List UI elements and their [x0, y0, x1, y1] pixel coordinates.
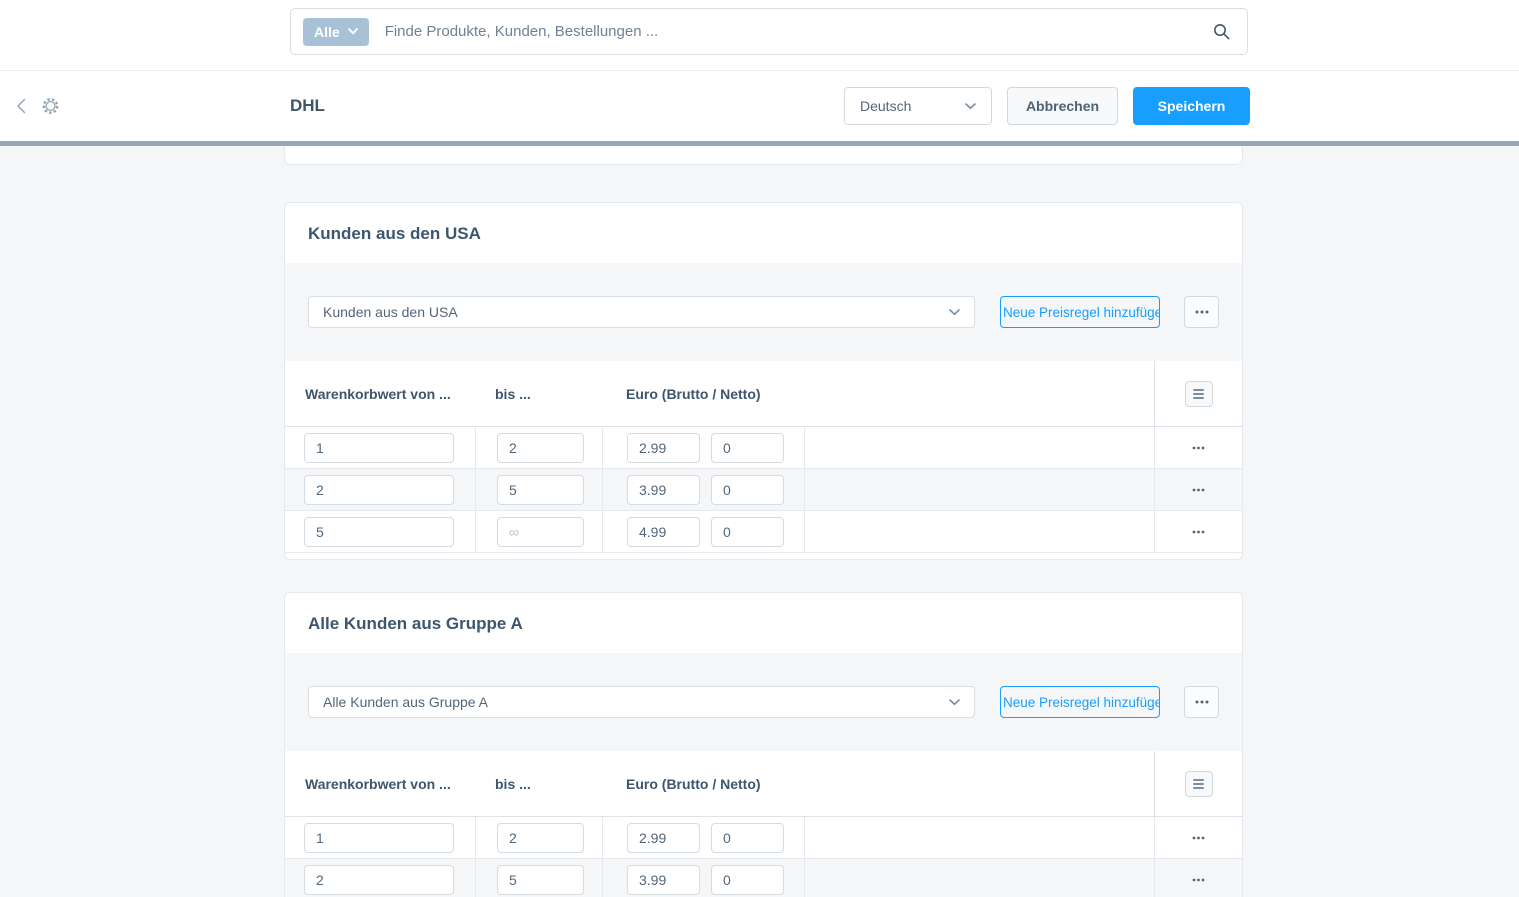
card-title: Alle Kunden aus Gruppe A: [308, 614, 523, 633]
price-matrix-card-gruppe-a: Alle Kunden aus Gruppe A Alle Kunden aus…: [284, 592, 1243, 897]
row-context-menu-button[interactable]: [1186, 524, 1211, 540]
cart-value-from-input[interactable]: [304, 474, 454, 505]
ellipsis-icon: [1192, 836, 1205, 840]
rule-select[interactable]: Kunden aus den USA: [308, 296, 975, 328]
page-title: DHL: [290, 96, 325, 115]
price-net-input[interactable]: [711, 516, 784, 547]
row-context-menu-button[interactable]: [1186, 830, 1211, 846]
cart-value-to-input[interactable]: [497, 474, 584, 505]
add-price-rule-button[interactable]: Neue Preisregel hinzufügen: [1000, 296, 1160, 328]
table-row: [285, 427, 1242, 469]
language-select[interactable]: Deutsch: [844, 87, 992, 125]
price-net-input[interactable]: [711, 432, 784, 463]
column-header-price: Euro (Brutto / Netto): [626, 385, 761, 402]
rule-select-value: Kunden aus den USA: [323, 304, 458, 320]
price-gross-input[interactable]: [627, 474, 700, 505]
hamburger-icon: [1193, 388, 1204, 399]
hamburger-icon: [1193, 778, 1204, 789]
cart-value-to-input[interactable]: [497, 432, 584, 463]
chevron-down-icon: [965, 102, 976, 110]
ellipsis-icon: [1192, 446, 1205, 450]
search-icon[interactable]: [1213, 23, 1230, 40]
price-gross-input[interactable]: [627, 516, 700, 547]
table-row: [285, 817, 1242, 859]
ellipsis-icon: [1192, 878, 1205, 882]
language-select-value: Deutsch: [860, 98, 912, 114]
rule-select-value: Alle Kunden aus Gruppe A: [323, 694, 489, 710]
grid-header: Warenkorbwert von ... bis ... Euro (Brut…: [285, 751, 1242, 817]
price-gross-input[interactable]: [627, 864, 700, 895]
back-button[interactable]: [14, 98, 29, 115]
ellipsis-icon: [1195, 700, 1209, 704]
add-price-rule-button[interactable]: Neue Preisregel hinzufügen: [1000, 686, 1160, 718]
card-toolbar: Alle Kunden aus Gruppe A Neue Preisregel…: [285, 653, 1242, 751]
table-row: [285, 859, 1242, 897]
table-row: [285, 511, 1242, 553]
column-header-to: bis ...: [495, 775, 531, 792]
page-content: Kunden aus den USA Kunden aus den USA Ne…: [0, 146, 1519, 897]
ellipsis-icon: [1192, 488, 1205, 492]
chevron-down-icon: [347, 28, 358, 35]
price-matrix-card-usa: Kunden aus den USA Kunden aus den USA Ne…: [284, 202, 1243, 560]
grid-body: [285, 817, 1242, 897]
topbar: Alle: [0, 0, 1519, 71]
column-settings-button[interactable]: [1184, 770, 1213, 797]
search-input[interactable]: [384, 23, 1213, 40]
cart-value-from-input[interactable]: [304, 516, 454, 547]
column-header-price: Euro (Brutto / Netto): [626, 775, 761, 792]
cancel-button[interactable]: Abbrechen: [1007, 87, 1118, 125]
grid-settings-cell: [1154, 361, 1242, 426]
cart-value-from-input[interactable]: [304, 864, 454, 895]
price-gross-input[interactable]: [627, 822, 700, 853]
cart-value-from-input[interactable]: [304, 822, 454, 853]
rule-select[interactable]: Alle Kunden aus Gruppe A: [308, 686, 975, 718]
grid-body: [285, 427, 1242, 553]
partial-card-above: [284, 146, 1243, 165]
card-context-menu-button[interactable]: [1184, 686, 1219, 718]
chevron-left-icon: [14, 98, 29, 115]
save-button[interactable]: Speichern: [1133, 87, 1250, 125]
price-net-input[interactable]: [711, 474, 784, 505]
cart-value-from-input[interactable]: [304, 432, 454, 463]
row-context-menu-button[interactable]: [1186, 482, 1211, 498]
column-header-from: Warenkorbwert von ...: [305, 775, 451, 792]
column-header-to: bis ...: [495, 385, 531, 402]
price-net-input[interactable]: [711, 864, 784, 895]
chevron-down-icon: [949, 698, 960, 706]
grid-header: Warenkorbwert von ... bis ... Euro (Brut…: [285, 361, 1242, 427]
chevron-down-icon: [949, 308, 960, 316]
column-header-from: Warenkorbwert von ...: [305, 385, 451, 402]
row-context-menu-button[interactable]: [1186, 872, 1211, 888]
smartbar: DHL Deutsch Abbrechen Speichern: [0, 71, 1519, 141]
card-context-menu-button[interactable]: [1184, 296, 1219, 328]
cart-value-to-input[interactable]: [497, 516, 584, 547]
column-settings-button[interactable]: [1184, 380, 1213, 407]
card-title: Kunden aus den USA: [308, 224, 481, 243]
ellipsis-icon: [1195, 310, 1209, 314]
smartbar-bottom-shadow: [0, 141, 1519, 146]
cart-value-to-input[interactable]: [497, 822, 584, 853]
settings-button[interactable]: [41, 97, 60, 116]
search-scope-button[interactable]: Alle: [303, 17, 369, 46]
table-row: [285, 469, 1242, 511]
gear-icon: [41, 97, 60, 116]
search-scope-label: Alle: [314, 23, 340, 40]
cart-value-to-input[interactable]: [497, 864, 584, 895]
price-net-input[interactable]: [711, 822, 784, 853]
grid-settings-cell: [1154, 751, 1242, 816]
row-context-menu-button[interactable]: [1186, 440, 1211, 456]
price-gross-input[interactable]: [627, 432, 700, 463]
card-toolbar: Kunden aus den USA Neue Preisregel hinzu…: [285, 263, 1242, 361]
smartbar-actions: Deutsch Abbrechen Speichern: [844, 87, 1250, 125]
ellipsis-icon: [1192, 530, 1205, 534]
global-search-bar: Alle: [290, 8, 1248, 55]
